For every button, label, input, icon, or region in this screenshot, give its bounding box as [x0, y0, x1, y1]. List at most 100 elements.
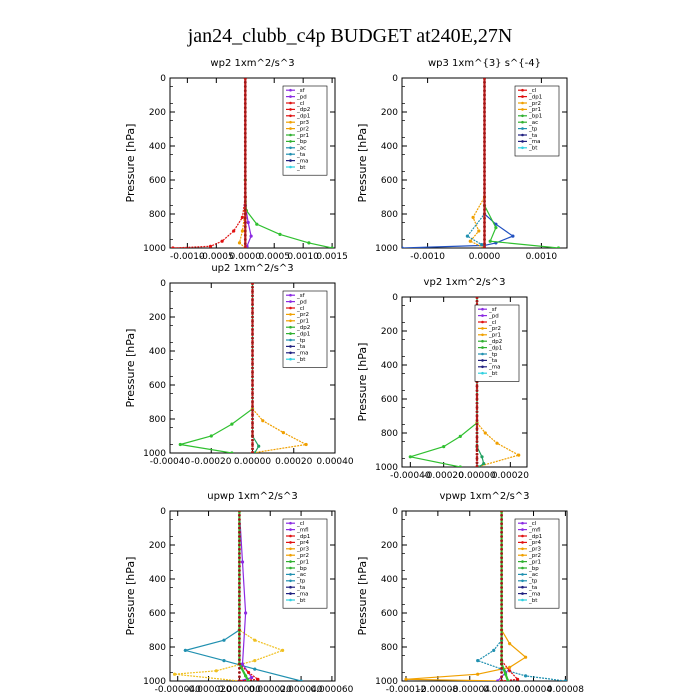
x-tick-label: 0.00004: [515, 685, 552, 695]
legend-marker: [289, 127, 292, 130]
legend-marker: [289, 332, 292, 335]
series-point: [243, 170, 247, 173]
plot-frame: [169, 510, 336, 682]
series-point: [500, 513, 503, 517]
series-point: [238, 645, 241, 649]
y-tick-label: 1000: [375, 463, 398, 473]
series-point: [253, 659, 257, 663]
series-point: [240, 662, 245, 666]
y-tick-label: 600: [149, 609, 166, 619]
legend-marker: [289, 152, 292, 156]
series-point: [243, 119, 247, 122]
x-tick-label: -0.0005: [199, 252, 234, 262]
series-point: [483, 114, 486, 118]
series-point: [500, 530, 503, 534]
legend-label: _cl: [296, 101, 305, 107]
series-point: [483, 174, 486, 178]
y-tick-label: 400: [149, 575, 166, 585]
x-tick-label: 0.0000: [230, 252, 262, 262]
legend-label: _bp: [296, 566, 307, 572]
panel-title: wp3 1xm^{3} s^{-4}: [428, 58, 541, 69]
legend-label: _bt: [528, 598, 538, 604]
series-point: [500, 645, 503, 649]
series-point: [563, 679, 567, 681]
series-point: [251, 375, 254, 378]
chart-panels: wp2 1xm^2/s^3 Pressure [hPa] 0 200 400 600 800…: [124, 58, 584, 695]
series-point: [500, 573, 503, 577]
legend-marker: [289, 585, 292, 589]
series-point: [483, 187, 486, 190]
legend-label: _pr1: [296, 133, 309, 139]
legend-marker: [289, 351, 292, 355]
legend-marker: [289, 300, 292, 303]
series-point: [243, 85, 247, 88]
legend-marker: [289, 319, 292, 323]
legend-label: _ac: [296, 146, 306, 152]
series-point: [238, 543, 241, 547]
y-tick-label: 0: [392, 507, 398, 517]
series-point: [475, 414, 479, 418]
series-point: [458, 434, 462, 438]
legend-marker: [289, 88, 292, 92]
legend-label: _ta: [296, 585, 305, 591]
legend-marker: [289, 325, 292, 329]
series-point: [251, 324, 254, 327]
x-tick-label: -0.00040: [390, 471, 431, 481]
panel-title: vpwp 1xm^2/s^3: [439, 491, 529, 502]
y-axis-label: Pressure [hPa]: [356, 124, 369, 203]
series-point: [483, 93, 486, 97]
series-point: [243, 221, 247, 224]
series-point: [238, 556, 241, 560]
series-point: [483, 242, 486, 246]
chart-panel-3: up2 1xm^2/s^3 Pressure [hPa] 0 200 400 600 800…: [124, 263, 354, 467]
series-point: [500, 598, 503, 602]
y-tick-label: 200: [149, 541, 166, 551]
x-tick-label: -0.00004: [450, 685, 491, 695]
legend-label: _sf: [488, 307, 498, 313]
legend-marker: [481, 314, 484, 317]
series-point: [238, 658, 241, 662]
series-point: [243, 127, 247, 131]
legend-label: _dp1: [296, 534, 310, 540]
series-point: [524, 674, 528, 678]
series-point: [500, 556, 503, 560]
series-point: [483, 144, 486, 148]
series-point: [230, 451, 234, 453]
x-tick-label: -0.000020: [185, 685, 231, 695]
x-tick-label: -0.0010: [410, 252, 445, 262]
legend-label: _dp1: [528, 94, 542, 100]
series-point: [495, 441, 499, 445]
series-point: [500, 620, 503, 623]
series-point: [475, 444, 479, 448]
series-point: [500, 581, 503, 585]
series-point: [209, 434, 213, 438]
legend-marker: [521, 108, 524, 111]
series-point: [238, 611, 241, 615]
series-point: [251, 409, 254, 412]
series-point: [240, 215, 244, 219]
legend-marker: [289, 313, 292, 316]
y-tick-label: 200: [149, 108, 166, 118]
legend-label: _dp1: [296, 331, 310, 337]
x-tick-label: 0.00020: [275, 457, 312, 467]
series-point: [244, 674, 248, 678]
series-point: [251, 396, 254, 400]
series-point: [500, 675, 503, 679]
series-point: [238, 586, 241, 589]
series-point: [475, 393, 479, 397]
series-point: [261, 419, 265, 423]
series-point: [483, 229, 486, 233]
x-tick-label: -0.00020: [191, 457, 232, 467]
series-point: [500, 564, 503, 568]
legend-marker: [521, 598, 524, 602]
series-point: [307, 241, 311, 245]
legend-label: _mfl: [296, 527, 309, 533]
legend-label: _ta: [528, 133, 537, 139]
series-point: [251, 430, 254, 434]
legend-label: _ac: [528, 120, 538, 126]
series-point: [480, 455, 484, 459]
series-point: [475, 397, 479, 401]
series-point: [475, 431, 479, 435]
series-point: [500, 552, 503, 555]
plot-frame: [169, 77, 336, 249]
